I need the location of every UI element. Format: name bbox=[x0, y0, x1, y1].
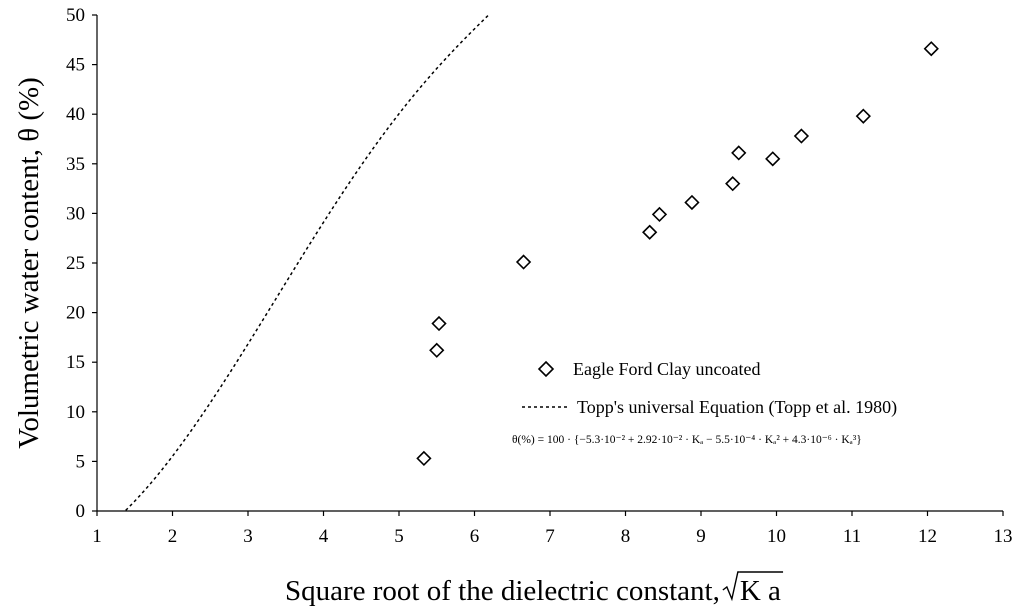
x-tick-label: 12 bbox=[918, 526, 937, 547]
x-ticks-group: 1 2 3 4 5 6 7 8 9 10 11 12 13 bbox=[92, 511, 1013, 547]
x-axis-title-prefix: Square root of the dielectric constant, bbox=[285, 575, 720, 607]
y-tick-label: 30 bbox=[66, 203, 85, 224]
x-tick-label: 8 bbox=[621, 526, 631, 547]
y-tick-label: 45 bbox=[66, 55, 85, 76]
x-tick-label: 13 bbox=[994, 526, 1013, 547]
y-tick-label: 15 bbox=[66, 352, 85, 373]
data-point-diamond bbox=[793, 128, 810, 144]
legend-diamond-marker bbox=[537, 360, 555, 378]
data-point-diamond bbox=[416, 450, 432, 467]
topp-equation-curve bbox=[125, 14, 489, 511]
sqrt-radical-icon bbox=[722, 571, 740, 602]
x-axis-title: Square root of the dielectric constant, bbox=[285, 575, 720, 607]
y-tick-label: 0 bbox=[76, 501, 86, 522]
legend-label-topp: Topp's universal Equation (Topp et al. 1… bbox=[577, 397, 897, 418]
data-point-diamond bbox=[855, 108, 871, 124]
data-point-diamond bbox=[429, 342, 445, 358]
x-tick-label: 4 bbox=[319, 526, 329, 547]
data-point-diamond bbox=[642, 224, 658, 240]
y-ticks-group: 0 5 10 15 20 25 30 35 40 45 50 bbox=[66, 5, 97, 522]
x-tick-label: 11 bbox=[843, 526, 861, 547]
data-point-diamond bbox=[431, 315, 447, 332]
x-tick-label: 7 bbox=[545, 526, 555, 547]
y-tick-label: 20 bbox=[66, 303, 85, 324]
legend-equation: θ(%) = 100 · {−5.3·10⁻² + 2.92·10⁻² · Kₐ… bbox=[512, 434, 862, 446]
y-axis-title: Volumetric water content, θ (%) bbox=[13, 77, 45, 449]
data-point-diamond bbox=[923, 41, 939, 57]
data-point-diamond bbox=[731, 145, 747, 161]
x-tick-label: 2 bbox=[168, 526, 178, 547]
sqrt-sign: K a bbox=[722, 571, 784, 607]
x-tick-label: 1 bbox=[92, 526, 102, 547]
x-tick-label: 6 bbox=[470, 526, 480, 547]
x-tick-label: 10 bbox=[767, 526, 786, 547]
x-tick-label: 3 bbox=[243, 526, 253, 547]
y-tick-label: 5 bbox=[76, 451, 86, 472]
x-tick-label: 9 bbox=[696, 526, 706, 547]
plot-area bbox=[125, 14, 939, 511]
legend: Eagle Ford Clay uncoated Topp's universa… bbox=[512, 359, 897, 446]
y-tick-label: 25 bbox=[66, 253, 85, 274]
data-point-diamond bbox=[651, 206, 668, 223]
x-tick-label: 5 bbox=[394, 526, 404, 547]
y-tick-label: 50 bbox=[66, 5, 85, 26]
x-axis-title-radicand: K a bbox=[740, 575, 781, 607]
y-tick-label: 10 bbox=[66, 402, 85, 423]
data-point-diamond bbox=[515, 254, 532, 270]
data-point-diamond bbox=[725, 176, 741, 192]
data-point-diamond bbox=[765, 151, 781, 167]
legend-label-eagle-ford: Eagle Ford Clay uncoated bbox=[573, 359, 760, 379]
y-tick-label: 35 bbox=[66, 154, 85, 175]
y-tick-label: 40 bbox=[66, 104, 85, 125]
data-point-diamond bbox=[684, 194, 700, 211]
